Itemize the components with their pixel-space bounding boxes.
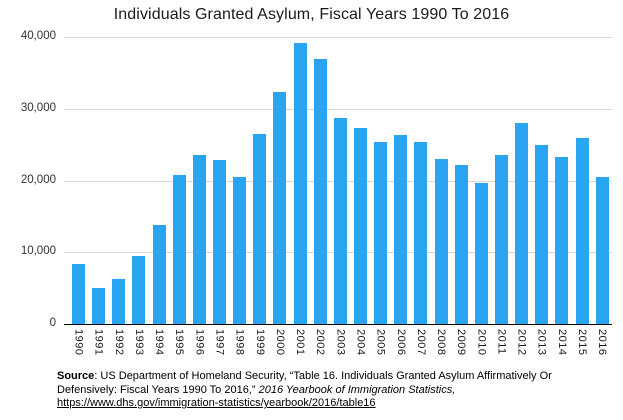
x-tick-label: 2002 [314, 329, 327, 356]
y-tick-label: 40,000 [20, 30, 56, 42]
bar-column-2016: 2016 [595, 37, 609, 355]
bar-column-2008: 2008 [434, 37, 448, 355]
x-tick-label: 2016 [596, 329, 609, 356]
x-tick-label: 1997 [213, 329, 226, 356]
bar-1990 [72, 263, 85, 324]
source-link[interactable]: https://www.dhs.gov/immigration-statisti… [57, 397, 376, 409]
bar-column-1991: 1991 [92, 37, 106, 355]
chart-title: Individuals Granted Asylum, Fiscal Years… [113, 6, 510, 23]
source-label: Source [57, 370, 95, 382]
bar-column-1993: 1993 [132, 37, 146, 355]
bar-column-1990: 1990 [72, 37, 85, 355]
bar-1996 [192, 155, 206, 324]
bar-2008 [434, 158, 448, 324]
source-note: Source: US Department of Homeland Securi… [57, 370, 589, 411]
bar-2005 [374, 142, 388, 324]
bar-column-2009: 2009 [454, 37, 468, 355]
bar-2011 [494, 155, 508, 324]
bar-1992 [112, 278, 126, 324]
bar-column-2013: 2013 [535, 37, 549, 355]
bar-column-2001: 2001 [293, 37, 307, 355]
x-tick-label: 2003 [334, 329, 347, 356]
bar-2016 [595, 176, 609, 324]
bar-2015 [575, 138, 589, 324]
x-tick-label: 2006 [394, 329, 407, 356]
y-tick-label: 10,000 [20, 245, 56, 258]
x-tick-label: 2011 [495, 329, 508, 355]
bar-2001 [293, 42, 307, 324]
x-axis-baseline [64, 324, 612, 325]
bar-column-2002: 2002 [313, 37, 327, 355]
x-tick-label: 1993 [132, 329, 145, 356]
bar-2012 [515, 123, 529, 324]
bar-1994 [152, 225, 166, 324]
bar-2000 [273, 91, 287, 324]
bar-2003 [333, 118, 347, 324]
bar-column-2014: 2014 [555, 37, 569, 355]
bar-column-2004: 2004 [353, 37, 367, 355]
bar-1995 [172, 175, 186, 324]
x-tick-label: 2009 [455, 329, 468, 356]
y-gridline [64, 108, 612, 110]
x-tick-label: 2008 [435, 329, 448, 356]
bar-2014 [555, 156, 569, 324]
x-tick-label: 1995 [173, 329, 186, 356]
x-tick-label: 1990 [72, 329, 85, 356]
bar-column-1995: 1995 [172, 37, 186, 355]
x-tick-label: 1998 [233, 329, 246, 356]
x-tick-label: 1991 [92, 329, 105, 356]
x-tick-label: 2015 [576, 329, 589, 356]
bar-2009 [454, 164, 468, 324]
bar-2004 [353, 128, 367, 324]
bar-column-2006: 2006 [394, 37, 408, 355]
bar-2006 [394, 135, 408, 324]
x-tick-label: 1994 [153, 329, 166, 356]
x-tick-label: 2004 [354, 329, 367, 356]
y-tick-label: 30,000 [20, 101, 56, 114]
bar-1991 [92, 288, 106, 324]
bar-column-1994: 1994 [152, 37, 166, 355]
x-tick-label: 1992 [112, 329, 125, 356]
x-tick-label: 2007 [414, 329, 427, 356]
y-tick-label: 20,000 [20, 173, 56, 186]
bar-1999 [253, 133, 267, 324]
x-tick-label: 2000 [273, 329, 286, 356]
x-tick-label: 2013 [535, 329, 548, 356]
x-tick-label: 2014 [555, 329, 568, 356]
bar-column-1996: 1996 [192, 37, 206, 355]
bar-column-1992: 1992 [112, 37, 126, 355]
plot-area: 0 10,000 20,000 30,000 40,000 1990 1991 1992 199… [21, 30, 612, 355]
x-tick-label: 2005 [374, 329, 387, 356]
bar-column-1997: 1997 [212, 37, 226, 355]
x-tick-label: 1996 [193, 329, 206, 356]
bar-column-2011: 2011 [494, 37, 508, 355]
bar-2013 [535, 144, 549, 324]
bar-1997 [212, 159, 226, 324]
x-tick-label: 2012 [515, 329, 528, 356]
bar-column-2015: 2015 [575, 37, 589, 355]
bar-column-2003: 2003 [333, 37, 347, 355]
y-tick-label: 0 [49, 317, 56, 329]
x-tick-label: 2001 [294, 329, 307, 356]
bar-column-2005: 2005 [374, 37, 388, 355]
bar-2010 [474, 182, 488, 324]
y-gridline [64, 37, 612, 38]
source-text: : US Department of Homeland Security, “T… [57, 370, 552, 396]
source-publication: 2016 Yearbook of Immigration Statistics, [258, 383, 456, 396]
bar-1993 [132, 255, 146, 324]
x-tick-label: 1999 [253, 329, 266, 356]
bar-column-2010: 2010 [474, 37, 488, 355]
bars-row: 1990 1991 1992 1993 1994 1995 1996 1997 1998 1999… [72, 37, 609, 355]
bar-2007 [414, 141, 428, 324]
bar-column-2007: 2007 [414, 37, 428, 355]
bar-1998 [233, 176, 247, 324]
bar-column-2012: 2012 [515, 37, 529, 355]
x-tick-label: 2010 [475, 329, 488, 356]
bar-2002 [313, 59, 327, 324]
bar-column-1998: 1998 [233, 37, 247, 355]
bar-column-2000: 2000 [273, 37, 287, 355]
bar-column-1999: 1999 [253, 37, 267, 355]
